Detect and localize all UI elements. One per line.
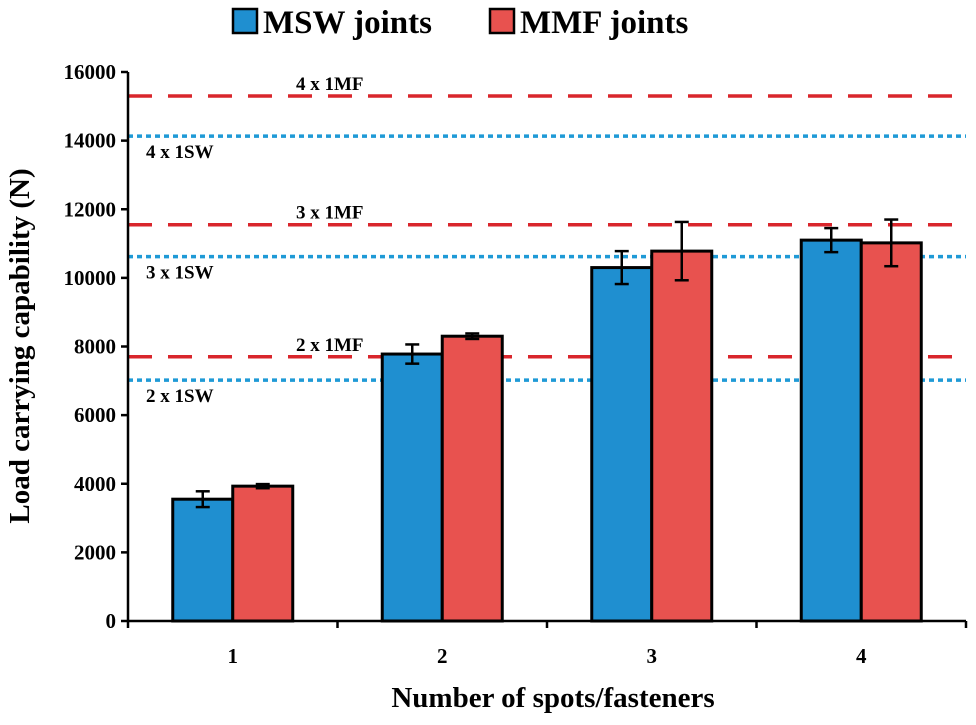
reference-line-label: 3 x 1SW [146,263,214,284]
x-tick-label: 1 [228,644,239,668]
reference-line-label: 3 x 1MF [296,203,364,224]
legend-label: MMF joints [520,5,688,41]
bar [231,484,295,623]
y-tick-label: 0 [106,609,117,633]
reference-line-label: 2 x 1SW [146,386,214,407]
y-tick-label: 12000 [64,197,117,221]
bar [590,266,654,623]
x-axis-title: Number of spots/fasteners [391,682,714,714]
x-tick-label: 4 [856,644,867,668]
y-tick-label: 16000 [64,60,117,84]
y-tick-label: 10000 [64,266,117,290]
y-tick-label: 8000 [74,335,116,359]
bar [799,238,863,623]
y-axis-title: Load carrying capability (N) [4,168,36,523]
bars [171,218,923,623]
axes: 0 2000 4000 6000 8000 10000 12000 14000 16000 1 2 3… [64,60,968,668]
reference-line-label: 4 x 1MF [296,74,364,95]
reference-lines: 4 x 1MF 4 x 1SW 3 x 1MF 3 x 1SW 2 x 1MF 2 x 1… [128,74,966,407]
x-tick-label: 3 [647,644,658,668]
legend-label: MSW joints [263,5,432,41]
bar [650,249,714,623]
x-tick-label: 2 [437,644,448,668]
bar [380,352,444,623]
bar [440,334,504,623]
y-tick-label: 2000 [74,540,116,564]
y-tick-label: 14000 [64,129,117,153]
legend-swatch [488,7,516,35]
y-tick-label: 4000 [74,472,116,496]
y-tick-label: 6000 [74,403,116,427]
legend-swatch [231,7,259,35]
bar [171,497,235,623]
reference-line-label: 2 x 1MF [296,335,364,356]
legend: MSW joints MMF joints [231,5,688,41]
bar [859,241,923,623]
reference-line-label: 4 x 1SW [146,142,214,163]
